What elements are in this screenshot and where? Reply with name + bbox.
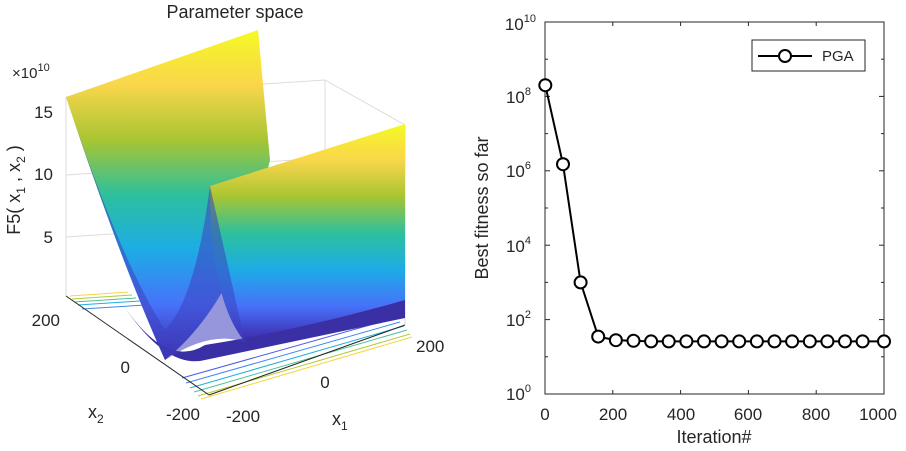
x-tick-label: 1000 [859, 405, 897, 424]
x2-axis-line [65, 295, 210, 396]
legend-marker-swatch [778, 49, 792, 63]
x1-tick-label: 200 [416, 337, 444, 356]
x2-axis-label: x2 [88, 402, 104, 426]
data-point [644, 334, 659, 349]
x-tick-label: 400 [667, 405, 695, 424]
z-axis-label: F5( x1 , x2 ) [4, 145, 28, 234]
data-point [573, 275, 588, 290]
y-tick-label: 1010 [505, 13, 536, 34]
data-point [661, 334, 676, 349]
y-axis-label: Best fitness so far [472, 136, 492, 279]
surface-valley-shade [66, 97, 245, 360]
x2-tick-label: -200 [166, 405, 200, 424]
data-point [820, 334, 835, 349]
y-tick-labels: 100 102 104 106 108 1010 [505, 13, 536, 404]
data-point [877, 334, 891, 349]
x2-tick-label: 200 [32, 311, 60, 330]
data-point [697, 334, 711, 349]
surface-plot-title: Parameter space [166, 2, 303, 22]
data-point [802, 334, 817, 349]
x-tick-label: 800 [802, 405, 830, 424]
surface-plot: Parameter space [4, 2, 444, 433]
data-point [538, 78, 553, 93]
surface-front-wall [210, 124, 405, 342]
data-point [556, 157, 570, 172]
z-tick-label: 5 [44, 228, 53, 247]
x-tick-labels: 0 200 400 600 800 1000 [540, 405, 897, 424]
axis-ticks [544, 21, 885, 395]
data-point [591, 329, 606, 344]
x1-tick-label: -200 [226, 407, 260, 426]
data-point [855, 334, 870, 349]
data-point [785, 334, 800, 349]
z-tick-label: 10 [34, 165, 53, 184]
x1-tick-label: 0 [320, 373, 329, 392]
data-point [749, 334, 764, 349]
x1-axis-label: x1 [332, 409, 348, 433]
z-exponent-label: ×1010 [12, 62, 50, 82]
x-tick-label: 600 [734, 405, 762, 424]
data-point [714, 334, 729, 349]
z-tick-label: 15 [34, 103, 53, 122]
data-point [732, 334, 747, 349]
data-point [838, 334, 852, 349]
x-tick-label: 0 [540, 405, 549, 424]
legend: PGA [751, 39, 866, 72]
y-tick-label: 108 [506, 86, 531, 107]
y-tick-label: 100 [506, 383, 531, 404]
floor-contours [69, 291, 413, 400]
x-axis-label: Iteration# [676, 427, 751, 447]
data-point [679, 334, 694, 349]
y-tick-label: 106 [506, 160, 531, 181]
y-tick-label: 104 [506, 235, 531, 256]
convergence-plot: 100 102 104 106 108 1010 0 200 400 600 8… [472, 13, 897, 447]
data-point [608, 333, 623, 348]
x2-tick-label: 0 [121, 358, 130, 377]
y-tick-label: 102 [506, 309, 531, 330]
x-tick-label: 200 [599, 405, 627, 424]
series-pga [538, 78, 891, 349]
data-point [626, 333, 641, 348]
x1-axis-line [208, 324, 406, 396]
legend-label: PGA [822, 48, 854, 65]
data-point [767, 334, 782, 349]
